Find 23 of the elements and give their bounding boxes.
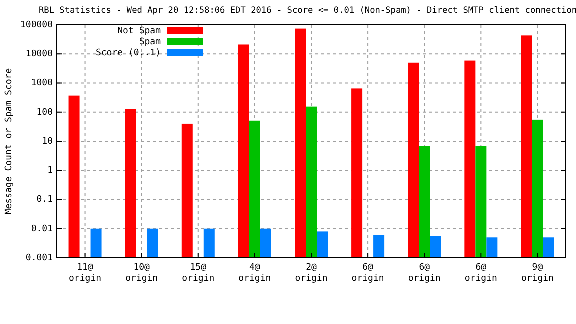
x-tick-label: 6@ origin <box>352 263 384 284</box>
x-tick-label: 6@ origin <box>408 263 441 284</box>
y-tick-label: 100 <box>36 108 53 118</box>
x-tick-label: 2@ origin <box>295 263 328 284</box>
y-tick-label: 1000 <box>31 78 53 89</box>
x-tick-label: 11@ origin <box>69 263 102 284</box>
x-tick-label: 15@ origin <box>182 263 215 284</box>
x-tick-label: 9@ origin <box>521 263 554 284</box>
y-tick-label: 0.01 <box>31 224 53 234</box>
y-tick-label: 0.1 <box>36 195 53 206</box>
legend-label: Not Spam <box>118 26 161 36</box>
y-tick-label: 100000 <box>20 20 53 30</box>
y-tick-label: 0.001 <box>26 253 53 264</box>
y-tick-label: 10000 <box>26 50 53 60</box>
y-tick-label: 1 <box>48 166 53 176</box>
x-tick-label: 4@ origin <box>238 263 272 284</box>
legend-label: Score (0..1) <box>96 48 161 58</box>
x-tick-label: 6@ origin <box>464 263 498 284</box>
chart-title: RBL Statistics - Wed Apr 20 12:58:06 EDT 2016 - Score <= 0.01 (Non-Spam) - Direct SMTP client connection <box>38 6 576 16</box>
legend-label: Spam <box>139 37 161 48</box>
y-axis-title: Message Count or Spam Score <box>4 68 14 215</box>
x-tick-label: 10@ origin <box>126 263 158 284</box>
y-tick-label: 10 <box>42 136 53 147</box>
